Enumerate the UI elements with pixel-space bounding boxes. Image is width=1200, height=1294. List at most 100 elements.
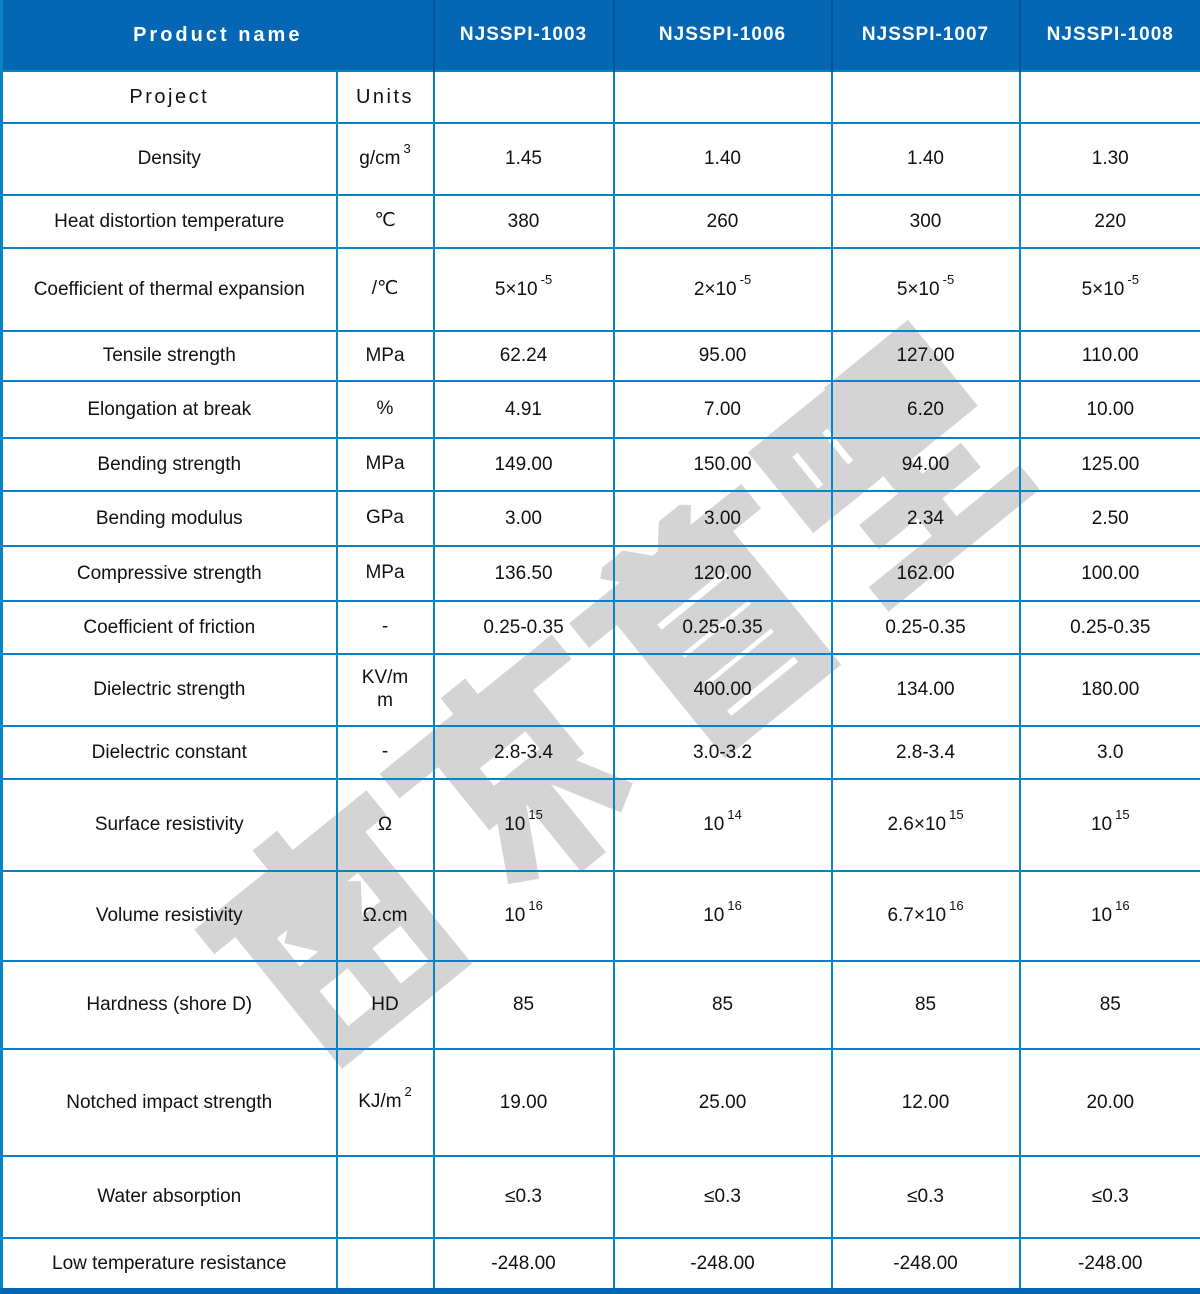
value-cell: 2.50 xyxy=(1020,491,1200,546)
unit-cell: KV/m m xyxy=(337,654,434,726)
unit-cell: - xyxy=(337,601,434,654)
value-cell: 180.00 xyxy=(1020,654,1200,726)
superscript: 16 xyxy=(949,898,963,913)
value-cell: 5×10-5 xyxy=(1020,248,1200,331)
value-cell: 110.00 xyxy=(1020,331,1200,381)
property-cell: Dielectric constant xyxy=(2,726,337,779)
value-cell: 149.00 xyxy=(434,438,614,491)
value-cell: 5×10-5 xyxy=(434,248,614,331)
value-cell: 134.00 xyxy=(832,654,1020,726)
column-header-njsspi-1006: NJSSPI-1006 xyxy=(614,0,832,71)
value-cell: 12.00 xyxy=(832,1049,1020,1156)
value-cell: 300 xyxy=(832,195,1020,248)
column-header-njsspi-1008: NJSSPI-1008 xyxy=(1020,0,1200,71)
unit-cell: % xyxy=(337,381,434,438)
unit-cell: /℃ xyxy=(337,248,434,331)
value-cell: 1.45 xyxy=(434,123,614,195)
empty-cell xyxy=(614,71,832,123)
unit-cell: MPa xyxy=(337,438,434,491)
superscript: 2 xyxy=(405,1084,412,1100)
value-cell: 85 xyxy=(434,961,614,1049)
property-cell: Water absorption xyxy=(2,1156,337,1238)
table-row: Water absorption≤0.3≤0.3≤0.3≤0.3 xyxy=(2,1156,1200,1238)
value-cell: -248.00 xyxy=(1020,1238,1200,1291)
value-cell: 62.24 xyxy=(434,331,614,381)
value-cell: 380 xyxy=(434,195,614,248)
value-cell: 19.00 xyxy=(434,1049,614,1156)
value-cell: ≤0.3 xyxy=(1020,1156,1200,1238)
value-cell: 0.25-0.35 xyxy=(832,601,1020,654)
superscript: -5 xyxy=(943,272,955,287)
value-cell: 2.8-3.4 xyxy=(434,726,614,779)
value-cell: 2.34 xyxy=(832,491,1020,546)
superscript: -5 xyxy=(541,272,553,287)
value-cell: 2.8-3.4 xyxy=(832,726,1020,779)
value-cell: ≤0.3 xyxy=(614,1156,832,1238)
units-header-cell: Units xyxy=(337,71,434,123)
unit-cell: Ω.cm xyxy=(337,871,434,961)
unit-cell: MPa xyxy=(337,331,434,381)
table-row: Low temperature resistance-248.00-248.00… xyxy=(2,1238,1200,1291)
value-cell: 10.00 xyxy=(1020,381,1200,438)
property-cell: Volume resistivity xyxy=(2,871,337,961)
value-cell: 0.25-0.35 xyxy=(434,601,614,654)
superscript: 16 xyxy=(727,898,741,913)
property-cell: Bending modulus xyxy=(2,491,337,546)
value-cell: 400.00 xyxy=(614,654,832,726)
unit-cell: - xyxy=(337,726,434,779)
superscript: 3 xyxy=(403,141,410,157)
value-cell: 5×10-5 xyxy=(832,248,1020,331)
value-cell: -248.00 xyxy=(832,1238,1020,1291)
project-header-cell: Project xyxy=(2,71,337,123)
product-name-header: Product name xyxy=(2,0,434,71)
value-cell: 0.25-0.35 xyxy=(614,601,832,654)
property-cell: Coefficient of thermal expansion xyxy=(2,248,337,331)
value-cell: 2×10-5 xyxy=(614,248,832,331)
value-cell: -248.00 xyxy=(614,1238,832,1291)
unit-cell: Ω xyxy=(337,779,434,871)
value-cell: 136.50 xyxy=(434,546,614,601)
value-cell: 125.00 xyxy=(1020,438,1200,491)
value-cell: 162.00 xyxy=(832,546,1020,601)
empty-cell xyxy=(1020,71,1200,123)
value-cell: 0.25-0.35 xyxy=(1020,601,1200,654)
superscript: 15 xyxy=(949,807,963,822)
value-cell: 3.00 xyxy=(614,491,832,546)
value-cell: 85 xyxy=(832,961,1020,1049)
empty-cell xyxy=(832,71,1020,123)
value-cell: 127.00 xyxy=(832,331,1020,381)
value-cell: 25.00 xyxy=(614,1049,832,1156)
property-cell: Compressive strength xyxy=(2,546,337,601)
value-cell: 3.0 xyxy=(1020,726,1200,779)
value-cell: 6.20 xyxy=(832,381,1020,438)
unit-cell: GPa xyxy=(337,491,434,546)
column-header-njsspi-1003: NJSSPI-1003 xyxy=(434,0,614,71)
property-cell: Surface resistivity xyxy=(2,779,337,871)
superscript: 16 xyxy=(1115,898,1129,913)
value-cell: 1.30 xyxy=(1020,123,1200,195)
header-row: Product name NJSSPI-1003 NJSSPI-1006 NJS… xyxy=(2,0,1200,71)
superscript: -5 xyxy=(1127,272,1139,287)
value-cell: 20.00 xyxy=(1020,1049,1200,1156)
value-cell: ≤0.3 xyxy=(434,1156,614,1238)
unit-cell: HD xyxy=(337,961,434,1049)
value-cell: 94.00 xyxy=(832,438,1020,491)
property-cell: Bending strength xyxy=(2,438,337,491)
property-cell: Elongation at break xyxy=(2,381,337,438)
superscript: 16 xyxy=(528,898,542,913)
